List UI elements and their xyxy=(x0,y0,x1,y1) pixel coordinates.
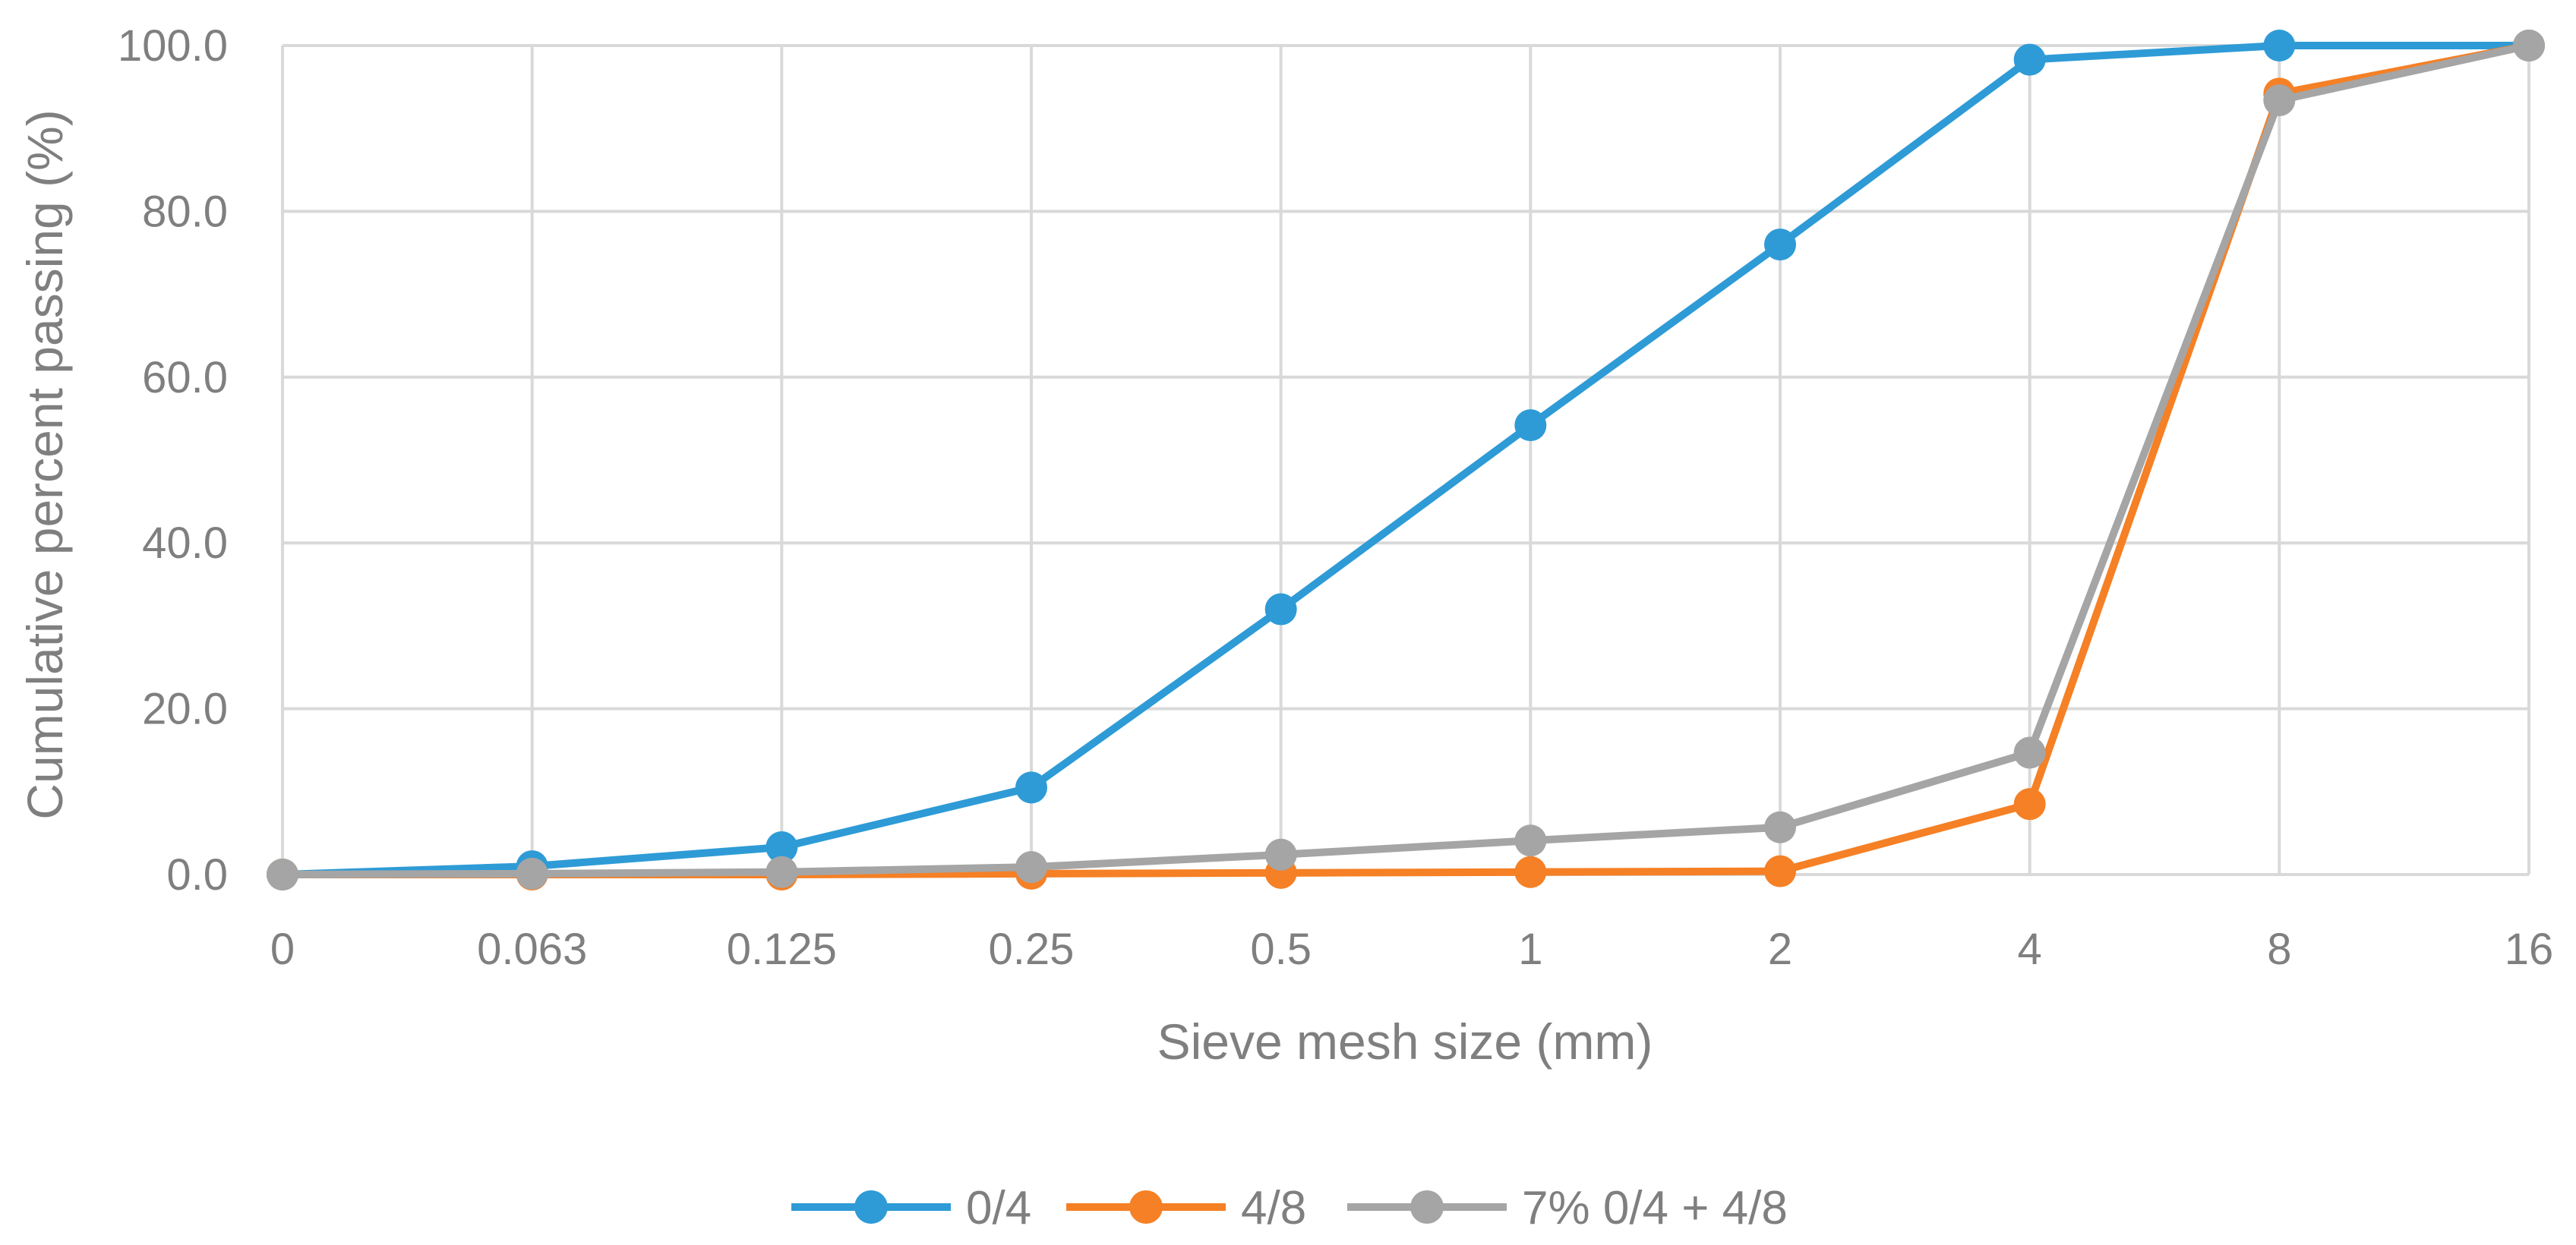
data-point xyxy=(1264,838,1297,871)
x-tick-label: 0.25 xyxy=(989,925,1075,974)
data-point xyxy=(516,857,548,890)
x-tick-label: 8 xyxy=(2267,925,2291,974)
data-point xyxy=(1764,229,1796,261)
data-point xyxy=(2263,30,2296,61)
data-point xyxy=(1514,824,1547,857)
y-axis-title: Cumulative percent passing (%) xyxy=(17,109,73,819)
data-point xyxy=(1015,851,1047,884)
data-point xyxy=(2013,788,2046,821)
legend-label: 0/4 xyxy=(966,1182,1031,1234)
x-tick-label: 1 xyxy=(1518,925,1542,974)
legend-label: 4/8 xyxy=(1241,1182,1306,1234)
x-tick-label: 0.5 xyxy=(1250,925,1312,974)
y-axis-tick-labels: 0.0 20.0 40.0 60.0 80.0 100.0 xyxy=(118,21,228,900)
y-tick-label: 0.0 xyxy=(166,850,228,900)
gridlines xyxy=(281,44,2530,876)
series-layer xyxy=(267,30,2545,890)
y-tick-label: 20.0 xyxy=(142,685,228,734)
y-tick-label: 100.0 xyxy=(118,21,228,71)
data-point xyxy=(766,831,798,863)
data-point xyxy=(1015,771,1047,804)
legend-marker xyxy=(1410,1190,1444,1224)
y-tick-label: 80.0 xyxy=(142,187,228,236)
data-point xyxy=(267,859,298,890)
series-2 xyxy=(267,30,2545,890)
data-point xyxy=(2263,84,2296,117)
data-point xyxy=(2013,43,2046,76)
y-tick-label: 40.0 xyxy=(142,518,228,568)
legend-entry: 7% 0/4 + 4/8 xyxy=(1347,1182,1788,1234)
x-tick-label: 0.063 xyxy=(477,925,587,974)
data-point xyxy=(2013,736,2046,769)
data-point xyxy=(766,856,798,888)
x-tick-label: 4 xyxy=(2018,925,2042,974)
y-tick-label: 60.0 xyxy=(142,353,228,402)
x-tick-label: 16 xyxy=(2505,925,2554,974)
series-line xyxy=(282,42,2530,878)
data-point xyxy=(2513,30,2545,61)
series-1 xyxy=(267,30,2545,890)
data-point xyxy=(1264,593,1297,626)
data-point xyxy=(1764,855,1796,887)
data-point xyxy=(1764,811,1796,843)
legend-marker xyxy=(854,1190,888,1224)
x-tick-label: 2 xyxy=(1768,925,1792,974)
legend-marker xyxy=(1129,1190,1163,1224)
legend-entry: 0/4 xyxy=(791,1182,1031,1234)
legend-label: 7% 0/4 + 4/8 xyxy=(1522,1182,1788,1234)
x-axis-title: Sieve mesh size (mm) xyxy=(1157,1013,1653,1070)
series-line xyxy=(283,42,2530,878)
x-axis-tick-labels: 0 0.063 0.125 0.25 0.5 1 2 4 8 16 xyxy=(270,925,2553,974)
legend: 0/4 4/8 7% 0/4 + 4/8 xyxy=(791,1182,1788,1234)
legend-entry: 4/8 xyxy=(1066,1182,1306,1234)
series-3 xyxy=(267,30,2545,890)
x-tick-label: 0 xyxy=(270,925,295,974)
data-point xyxy=(1514,409,1547,442)
series-line xyxy=(282,42,2529,878)
x-tick-label: 0.125 xyxy=(727,925,837,974)
data-point xyxy=(1514,856,1547,888)
